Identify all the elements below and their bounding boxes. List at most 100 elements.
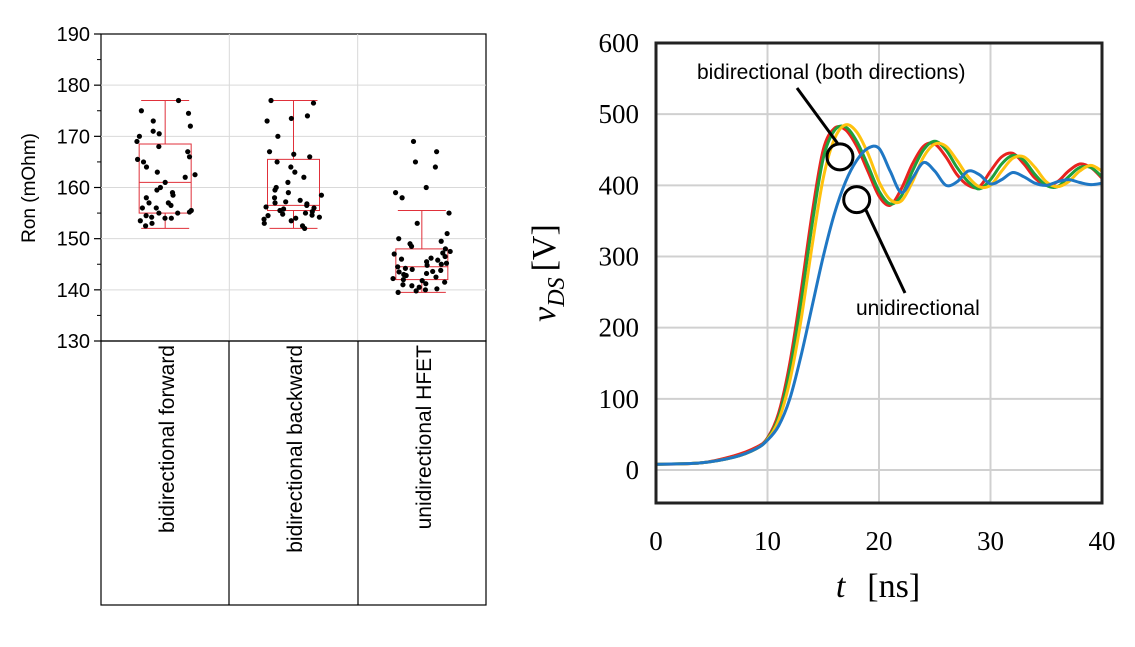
data-point	[187, 123, 193, 129]
data-point	[153, 205, 159, 211]
series-line	[655, 144, 1103, 466]
y-tick-label: 300	[599, 242, 640, 272]
data-point	[143, 213, 149, 219]
data-point	[288, 218, 294, 224]
x-tick-label: 10	[754, 526, 781, 556]
category-label: bidirectional backward	[284, 345, 307, 553]
y-tick-label: 150	[57, 229, 90, 251]
category-label: bidirectional forward	[156, 345, 179, 533]
data-point	[396, 269, 402, 275]
y-axis-symbol: v	[526, 306, 563, 322]
y-axis-subscript: DS	[544, 277, 570, 307]
data-point	[283, 199, 289, 205]
annotation-circle	[825, 142, 855, 172]
data-point	[162, 215, 168, 221]
data-point	[302, 210, 309, 216]
data-point	[175, 97, 182, 104]
x-tick-label: 20	[866, 526, 893, 556]
data-point	[274, 159, 280, 165]
data-point	[395, 264, 401, 270]
data-point	[434, 149, 440, 155]
data-point	[186, 209, 193, 215]
data-point	[175, 210, 181, 216]
data-point	[154, 187, 160, 193]
y-tick-label: 600	[599, 28, 640, 58]
x-axis-symbol: t	[836, 568, 847, 605]
data-point	[291, 151, 297, 157]
data-point	[185, 149, 191, 155]
data-point	[149, 220, 155, 226]
y-tick-label: 180	[57, 75, 90, 97]
data-point	[280, 211, 286, 217]
data-point	[433, 274, 439, 280]
data-point	[309, 212, 315, 218]
data-point	[442, 246, 448, 252]
data-point	[264, 118, 270, 124]
line-plot-x-ticks: 0 10 20 30 40	[649, 526, 1115, 556]
data-point	[154, 169, 160, 175]
y-tick-label: 170	[57, 126, 90, 148]
y-tick-label: 100	[599, 384, 640, 414]
data-point	[275, 133, 281, 139]
data-point	[266, 149, 273, 155]
data-point	[293, 215, 299, 221]
data-point	[149, 214, 155, 220]
ron-box-plot: 130 140 150 160 170 180 190 bidirectional forw…	[19, 24, 487, 606]
data-point	[403, 272, 409, 279]
y-axis-unit: [V]	[526, 224, 563, 271]
box	[138, 143, 192, 214]
data-point	[419, 278, 425, 284]
line-plot-series	[655, 123, 1104, 466]
line-plot-grid	[656, 43, 1102, 503]
data-point	[302, 225, 308, 232]
annotation-label: bidirectional (both directions)	[697, 61, 965, 84]
data-point	[261, 216, 267, 222]
data-point	[143, 164, 150, 170]
data-point	[168, 202, 174, 209]
series-line	[655, 123, 1103, 466]
y-tick-label: 160	[57, 178, 90, 200]
data-point	[192, 172, 198, 178]
data-point	[390, 275, 396, 282]
data-point	[261, 220, 267, 226]
data-point	[409, 266, 415, 272]
data-point	[162, 179, 168, 185]
line-plot-frame	[654, 41, 1104, 505]
data-point	[422, 287, 429, 293]
data-point	[434, 286, 440, 292]
data-point	[398, 256, 405, 262]
data-point	[288, 164, 294, 170]
data-point	[272, 200, 278, 206]
data-point	[310, 100, 317, 106]
data-point	[142, 223, 149, 229]
data-point	[134, 156, 141, 162]
x-tick-label: 0	[649, 526, 663, 556]
data-point	[146, 200, 152, 206]
y-tick-label: 400	[599, 170, 640, 200]
data-point	[414, 220, 420, 226]
data-point	[412, 159, 419, 165]
category-table	[100, 340, 487, 606]
data-point	[438, 267, 444, 273]
data-point	[271, 195, 278, 201]
category-label: unidirectional HFET	[413, 345, 436, 530]
box-plot-points	[134, 97, 453, 295]
x-axis-unit: [ns]	[867, 568, 920, 605]
x-tick-label: 40	[1089, 526, 1116, 556]
data-point	[428, 255, 434, 261]
box-plot-y-ticks: 130 140 150 160 170 180 190	[57, 24, 101, 353]
data-point	[168, 215, 174, 221]
data-point	[156, 143, 162, 150]
data-point	[409, 283, 415, 289]
data-point	[304, 113, 311, 119]
data-point	[423, 270, 430, 277]
x-axis-label: t [ns]	[836, 568, 920, 605]
data-point	[304, 201, 310, 207]
data-point	[272, 187, 278, 193]
y-tick-label: 500	[599, 99, 640, 129]
data-point	[435, 257, 441, 263]
data-point	[400, 282, 406, 288]
y-tick-label: 200	[599, 313, 640, 343]
data-point	[399, 195, 405, 201]
